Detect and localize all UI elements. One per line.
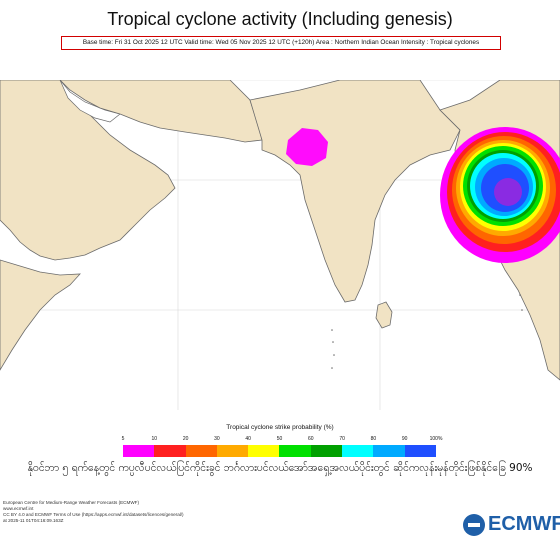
- probability-rings-bay-of-bengal: [440, 127, 560, 263]
- map-svg: [0, 79, 560, 410]
- legend-tick-label: 60: [308, 436, 314, 442]
- land-sri-lanka: [375, 301, 393, 329]
- legend-swatch: [248, 445, 280, 457]
- legend-tick-label: 100%: [429, 436, 443, 442]
- legend-ticks: 5 10 20 30 40 50 60 70 80 90 100%: [121, 436, 443, 444]
- islands: [331, 294, 523, 369]
- legend-tick-label: 20: [182, 436, 189, 442]
- legend-swatch: [310, 445, 343, 457]
- footer-line: www.ecmwf.int: [3, 506, 34, 511]
- land-africa: [0, 259, 81, 371]
- footer-line: CC BY 4.0 and ECMWF Terms of Use (https:…: [3, 512, 184, 517]
- map-panel: [0, 79, 560, 410]
- legend-swatch: [216, 445, 249, 457]
- footer-line: European Centre for Medium-Range Weather…: [3, 500, 139, 505]
- ecmwf-logo-text: ECMWF: [488, 513, 560, 535]
- legend-swatch: [373, 445, 405, 457]
- footer-line: at 2025-11 01T04:16:09.163Z: [3, 518, 64, 523]
- ecmwf-logo-icon: [463, 513, 485, 536]
- legend-tick-label: 40: [245, 436, 251, 442]
- footer-credits: European Centre for Medium-Range Weather…: [3, 500, 184, 524]
- legend-colorbar: [123, 445, 436, 457]
- legend-tick-label: 30: [214, 436, 220, 442]
- legend-tick-label: 50: [276, 436, 283, 442]
- legend-tick-label: 80: [370, 436, 377, 442]
- legend-title: Tropical cyclone strike probability (%): [226, 424, 334, 431]
- legend-swatch: [404, 445, 436, 457]
- land-arabia: [0, 79, 176, 261]
- persian-gulf: [59, 79, 121, 123]
- legend-swatch: [154, 445, 186, 457]
- ecmwf-logo: ECMWF: [463, 513, 560, 536]
- legend-swatch: [185, 445, 217, 457]
- legend-tick-label: 70: [339, 436, 345, 442]
- legend-tick-label: 90: [401, 436, 408, 442]
- forecast-caption: နိုဝင်ဘာ ၅ ရက်နေ့တွင် ကပ္ပလီပင်လယ်ပြင်ကိ…: [27, 462, 533, 474]
- land-iran-pakistan: [59, 79, 263, 143]
- legend-swatch: [123, 445, 155, 457]
- probability-patch-arabian-sea: [286, 128, 328, 166]
- page-title: Tropical cyclone activity (Including gen…: [107, 9, 453, 29]
- legend-swatch: [342, 445, 374, 457]
- run-info-box: Base time: Fri 31 Oct 2025 12 UTC Valid …: [61, 36, 501, 50]
- legend-tick-label: 5: [121, 436, 125, 442]
- legend-swatch: [279, 445, 311, 457]
- legend-tick-label: 10: [151, 436, 158, 442]
